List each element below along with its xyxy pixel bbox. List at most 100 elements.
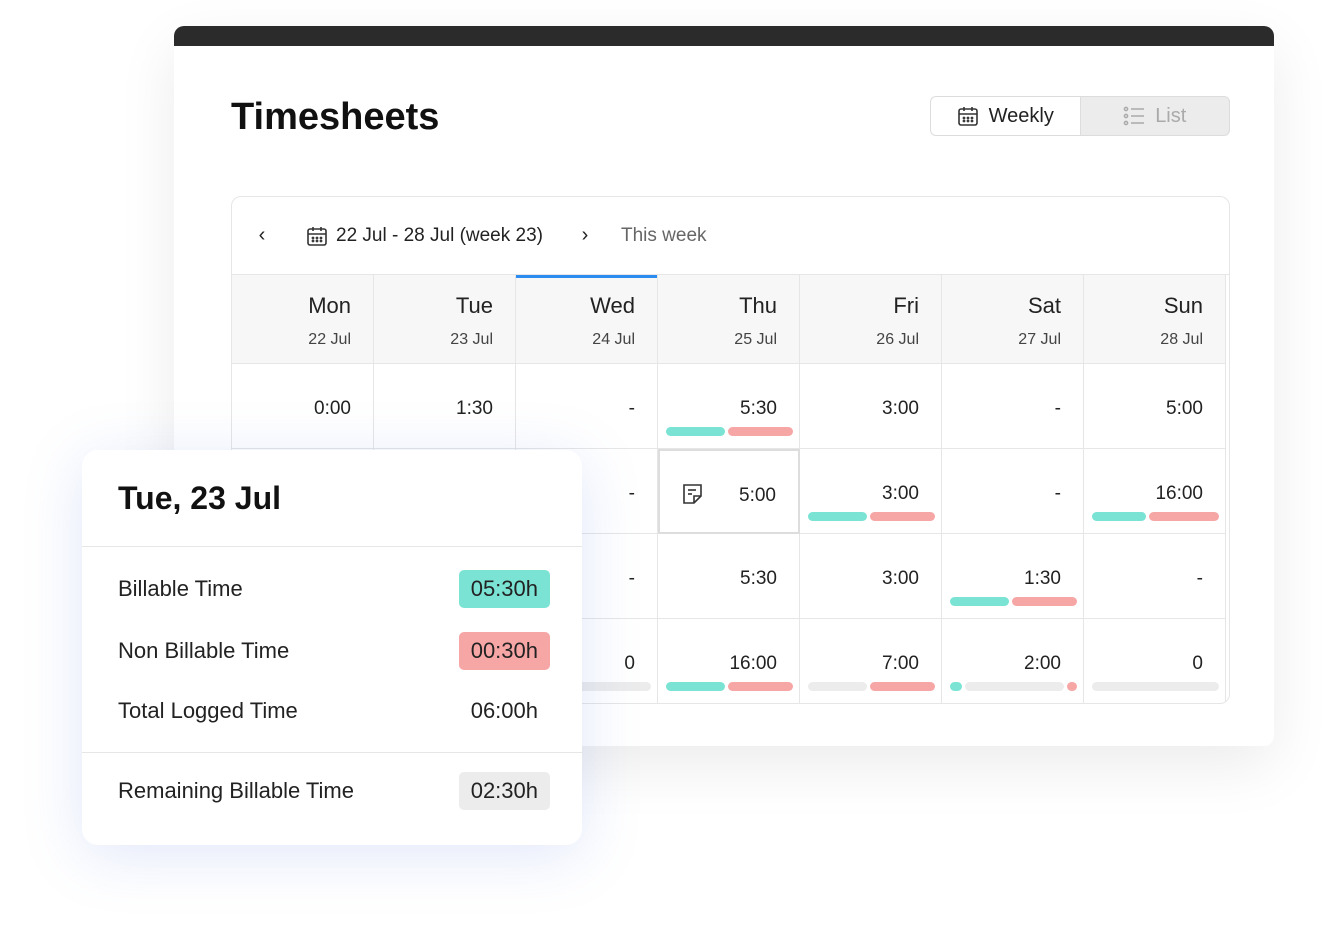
- time-value: -: [628, 483, 635, 504]
- time-bars: [808, 512, 935, 521]
- day-header-fri[interactable]: Fri 26 Jul: [800, 275, 942, 364]
- non_billable-bar: [1012, 597, 1077, 606]
- remaining-row: Remaining Billable Time 02:30h: [118, 772, 550, 810]
- day-summary-popup: Tue, 23 Jul Billable Time 05:30h Non Bil…: [82, 450, 582, 845]
- day-date: 22 Jul: [308, 331, 351, 348]
- time-value: -: [1054, 483, 1061, 504]
- billable-bar: [666, 427, 726, 436]
- empty-bar: [965, 682, 1065, 691]
- non_billable-bar: [728, 682, 793, 691]
- time-value: 3:00: [882, 398, 919, 419]
- next-week-button[interactable]: ›: [581, 224, 589, 246]
- time-value: 5:30: [740, 568, 777, 589]
- list-icon: [1123, 106, 1145, 126]
- billable-value: 05:30h: [458, 570, 550, 608]
- time-cell[interactable]: -: [516, 449, 658, 534]
- day-date: 28 Jul: [1160, 331, 1203, 348]
- day-name: Fri: [893, 293, 919, 318]
- billable-bar: [808, 512, 868, 521]
- week-range[interactable]: 22 Jul - 28 Jul (week 23): [336, 224, 543, 246]
- time-cell[interactable]: 16:00: [658, 619, 800, 703]
- day-header-thu[interactable]: Thu 25 Jul: [658, 275, 800, 364]
- popup-title: Tue, 23 Jul: [118, 480, 282, 516]
- empty-bar: [1092, 682, 1219, 691]
- weekly-view-button[interactable]: Weekly: [931, 97, 1081, 135]
- time-value: -: [628, 568, 635, 589]
- time-bars: [1092, 512, 1219, 521]
- time-cell[interactable]: 3:00: [800, 449, 942, 534]
- page-title: Timesheets: [231, 96, 440, 138]
- week-grid: Mon 22 Jul Tue 23 Jul Wed 24 Jul Thu 25 Jul Fri 2…: [232, 275, 1229, 703]
- total-label: Total Logged Time: [118, 698, 298, 723]
- time-value: 2:00: [1024, 653, 1061, 674]
- time-value: 0: [1192, 653, 1203, 674]
- previous-week-button[interactable]: ‹: [258, 224, 266, 246]
- note-icon: [683, 484, 702, 504]
- time-cell[interactable]: 1:30: [942, 534, 1084, 619]
- this-week-link[interactable]: This week: [621, 224, 707, 246]
- non-billable-value: 00:30h: [458, 632, 550, 670]
- non_billable-bar: [1148, 512, 1219, 521]
- view-toggle: Weekly List: [930, 96, 1230, 136]
- day-header-sun[interactable]: Sun 28 Jul: [1084, 275, 1226, 364]
- non_billable-bar: [870, 682, 935, 691]
- time-cell[interactable]: 7:00: [800, 619, 942, 703]
- time-cell[interactable]: 5:30: [658, 534, 800, 619]
- time-value: 5:00: [739, 485, 776, 506]
- time-cell[interactable]: -: [942, 449, 1084, 534]
- day-name: Sat: [1027, 293, 1061, 318]
- day-name: Sun: [1163, 293, 1203, 318]
- time-cell[interactable]: 2:00: [942, 619, 1084, 703]
- time-cell[interactable]: 0:00: [232, 364, 374, 449]
- time-cell[interactable]: -: [1084, 534, 1226, 619]
- time-cell[interactable]: 5:00: [1084, 364, 1226, 449]
- day-date: 23 Jul: [450, 331, 493, 348]
- non-billable-row: Non Billable Time 00:30h: [118, 632, 550, 670]
- day-name: Wed: [590, 293, 635, 318]
- day-name: Thu: [739, 293, 777, 318]
- time-bars: [666, 427, 793, 436]
- total-row: Total Logged Time 06:00h: [118, 692, 550, 730]
- billable-bar: [1092, 512, 1146, 521]
- time-cell[interactable]: 0: [1084, 619, 1226, 703]
- calendar-icon: [307, 226, 327, 246]
- time-cell[interactable]: 1:30: [374, 364, 516, 449]
- non_billable-bar: [1067, 682, 1077, 691]
- time-bars: [524, 682, 651, 691]
- billable-bar: [666, 682, 726, 691]
- non_billable-bar: [728, 427, 793, 436]
- day-header-mon[interactable]: Mon 22 Jul: [232, 275, 374, 364]
- time-cell[interactable]: 3:00: [800, 534, 942, 619]
- time-value: 3:00: [882, 483, 919, 504]
- time-bars: [808, 682, 935, 691]
- time-value: 1:30: [456, 398, 493, 419]
- empty-bar: [808, 682, 868, 691]
- list-view-button[interactable]: List: [1081, 97, 1230, 135]
- time-bars: [1092, 682, 1219, 691]
- time-cell[interactable]: -: [942, 364, 1084, 449]
- day-header-sat[interactable]: Sat 27 Jul: [942, 275, 1084, 364]
- billable-bar: [950, 597, 1010, 606]
- time-cell[interactable]: -: [516, 534, 658, 619]
- time-value: 5:00: [1166, 398, 1203, 419]
- day-date: 26 Jul: [876, 331, 919, 348]
- time-value: 5:30: [740, 398, 777, 419]
- time-value: 16:00: [729, 653, 777, 674]
- day-date: 25 Jul: [734, 331, 777, 348]
- window-titlebar: [174, 26, 1274, 46]
- calendar-icon: [957, 107, 978, 126]
- time-cell[interactable]: 3:00: [800, 364, 942, 449]
- time-cell[interactable]: 5:00: [658, 449, 800, 534]
- time-cell[interactable]: 0: [516, 619, 658, 703]
- time-cell[interactable]: -: [516, 364, 658, 449]
- day-header-tue[interactable]: Tue 23 Jul: [374, 275, 516, 364]
- weekly-label: Weekly: [988, 104, 1054, 127]
- time-cell[interactable]: 5:30: [658, 364, 800, 449]
- day-header-wed[interactable]: Wed 24 Jul: [516, 275, 658, 364]
- divider: [82, 546, 582, 547]
- divider: [82, 752, 582, 753]
- time-value: 3:00: [882, 568, 919, 589]
- time-value: 7:00: [882, 653, 919, 674]
- billable-row: Billable Time 05:30h: [118, 570, 550, 608]
- time-cell[interactable]: 16:00: [1084, 449, 1226, 534]
